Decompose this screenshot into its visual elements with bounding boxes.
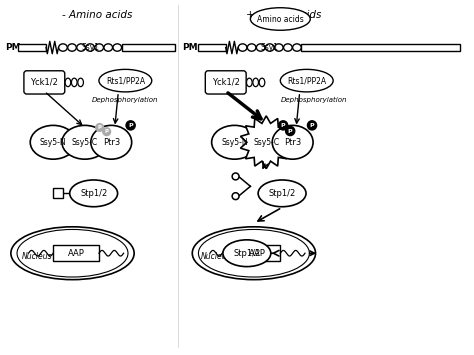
Ellipse shape [283,44,292,51]
Text: Ptr3: Ptr3 [103,138,120,147]
Circle shape [232,193,239,200]
Text: Ssy5-C: Ssy5-C [253,138,279,147]
Circle shape [308,121,317,130]
Ellipse shape [272,125,313,159]
Circle shape [126,121,135,130]
Ellipse shape [86,44,94,51]
Ellipse shape [91,125,132,159]
Circle shape [96,124,103,131]
FancyBboxPatch shape [205,71,246,94]
Circle shape [279,121,288,130]
Ellipse shape [17,229,128,277]
Ellipse shape [113,44,122,51]
Ellipse shape [78,78,83,87]
Ellipse shape [292,44,301,51]
Polygon shape [53,245,99,261]
Ellipse shape [211,125,257,159]
Text: Amino acids: Amino acids [257,15,304,23]
Ellipse shape [280,69,333,92]
Text: Ssy5-N: Ssy5-N [221,138,248,147]
Ellipse shape [104,44,112,51]
FancyBboxPatch shape [24,71,65,94]
Polygon shape [198,44,226,51]
Ellipse shape [246,78,252,87]
Text: P: P [98,125,101,130]
Text: P: P [310,123,314,128]
Text: P: P [281,123,285,128]
Polygon shape [122,44,174,51]
Text: Stp1/2: Stp1/2 [268,189,296,198]
Ellipse shape [238,44,247,51]
Text: Ssy5-N: Ssy5-N [40,138,66,147]
Text: PM: PM [182,43,197,52]
Text: Yck1/2: Yck1/2 [212,78,240,87]
Ellipse shape [68,44,76,51]
Text: AAP: AAP [249,249,266,258]
Text: Dephosphorylation: Dephosphorylation [281,97,347,103]
Circle shape [286,126,295,136]
Text: Nucleus: Nucleus [201,252,232,261]
Polygon shape [18,44,46,51]
Text: Ssy1: Ssy1 [81,43,99,52]
Circle shape [232,173,239,180]
Ellipse shape [65,78,71,87]
Ellipse shape [72,78,77,87]
Text: Ssy5-C: Ssy5-C [72,138,98,147]
Ellipse shape [99,69,152,92]
Ellipse shape [259,78,265,87]
Text: - Amino acids: - Amino acids [62,10,132,20]
Ellipse shape [253,78,258,87]
Ellipse shape [258,180,306,207]
Polygon shape [240,116,292,169]
Ellipse shape [95,44,103,51]
Ellipse shape [256,44,265,51]
Circle shape [103,128,110,136]
Text: Yck1/2: Yck1/2 [30,78,58,87]
Text: Ssy1: Ssy1 [261,43,279,52]
Text: Stp1/2: Stp1/2 [233,249,261,258]
Ellipse shape [30,125,76,159]
Polygon shape [301,44,460,51]
Text: AAP: AAP [68,249,84,258]
Ellipse shape [77,44,85,51]
Text: P: P [128,123,133,128]
Ellipse shape [70,180,118,207]
Text: Ptr3: Ptr3 [284,138,301,147]
Ellipse shape [199,229,310,277]
Ellipse shape [11,227,134,280]
Text: + Amino acids: + Amino acids [246,10,321,20]
Ellipse shape [250,8,310,30]
Text: PM: PM [6,43,21,52]
Ellipse shape [247,44,256,51]
Text: Rts1/PP2A: Rts1/PP2A [287,76,326,85]
Ellipse shape [192,227,316,280]
Text: Stp1/2: Stp1/2 [80,189,107,198]
Text: Nucleus: Nucleus [21,252,52,261]
Text: Rts1/PP2A: Rts1/PP2A [106,76,145,85]
Ellipse shape [223,240,271,267]
Text: P: P [288,129,292,133]
Text: Dephosphorylation: Dephosphorylation [92,97,159,103]
Polygon shape [53,189,63,198]
Ellipse shape [265,44,274,51]
Ellipse shape [59,44,67,51]
Ellipse shape [62,125,108,159]
Ellipse shape [274,44,283,51]
Text: P: P [105,129,109,134]
Polygon shape [235,245,280,261]
